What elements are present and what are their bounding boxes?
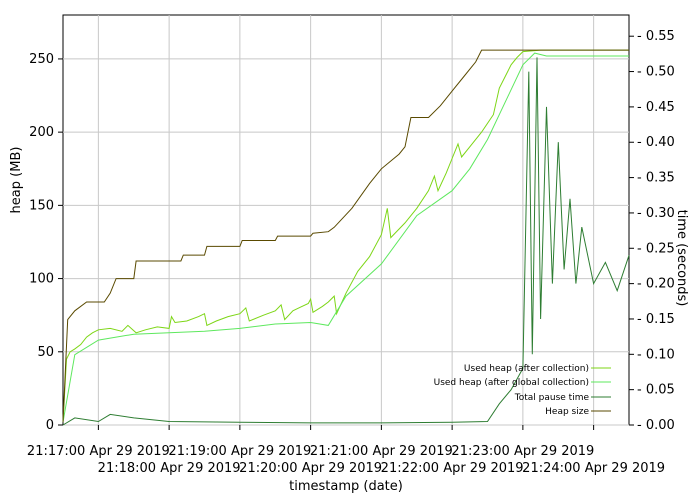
series-line-3 (62, 49, 629, 423)
series-layer (62, 49, 630, 426)
y-axis-label-right: time (seconds) (674, 210, 689, 307)
right-axis-ticks: - 0.00 - 0.05 - 0.10 - 0.15 - 0.20 - 0.25 - 0.… (629, 29, 675, 433)
left-tick-label: 100 (29, 272, 54, 287)
x-tick-label: 21:23:00 Apr 29 2019 (451, 444, 594, 459)
left-tick-label: 50 (37, 345, 54, 360)
right-tick-label: - 0.00 (637, 418, 675, 433)
y-axis-label-left: heap (MB) (9, 147, 24, 214)
x-tick-label: 21:17:00 Apr 29 2019 (27, 444, 170, 459)
right-tick-label: - 0.35 (637, 171, 675, 186)
x-tick-label: 21:22:00 Apr 29 2019 (381, 461, 524, 476)
legend-label-0: Used heap (after collection) (464, 364, 589, 374)
legend: Used heap (after collection) Used heap (a… (434, 364, 611, 417)
series-line-1 (62, 52, 629, 423)
right-tick-label: - 0.25 (637, 241, 675, 256)
right-tick-label: - 0.50 (637, 65, 675, 80)
right-tick-label: - 0.45 (637, 100, 675, 115)
left-tick-label: 150 (29, 198, 54, 213)
legend-label-1: Used heap (after global collection) (434, 378, 589, 388)
series-line-2 (62, 57, 630, 426)
x-tick-label: 21:21:00 Apr 29 2019 (310, 444, 453, 459)
right-tick-label: - 0.15 (637, 312, 675, 327)
left-tick-label: 200 (29, 125, 54, 140)
x-axis-label: timestamp (date) (289, 479, 403, 494)
right-tick-label: - 0.30 (637, 206, 675, 221)
right-tick-label: - 0.10 (637, 347, 675, 362)
left-tick-label: 250 (29, 52, 54, 67)
x-axis-ticks: 21:17:00 Apr 29 2019 21:18:00 Apr 29 2019… (27, 425, 665, 476)
x-tick-label: 21:20:00 Apr 29 2019 (239, 461, 382, 476)
left-axis-ticks: 0 50 100 150 200 250 (29, 52, 63, 433)
left-tick-label: 0 (46, 418, 54, 433)
legend-label-3: Heap size (545, 407, 589, 417)
right-tick-label: - 0.40 (637, 135, 675, 150)
right-tick-label: - 0.55 (637, 29, 675, 44)
series-line-0 (62, 49, 629, 423)
x-tick-label: 21:18:00 Apr 29 2019 (98, 461, 241, 476)
legend-label-2: Total pause time (514, 393, 590, 403)
right-tick-label: - 0.05 (637, 383, 675, 398)
right-tick-label: - 0.20 (637, 277, 675, 292)
x-tick-label: 21:19:00 Apr 29 2019 (168, 444, 311, 459)
x-tick-label: 21:24:00 Apr 29 2019 (522, 461, 665, 476)
